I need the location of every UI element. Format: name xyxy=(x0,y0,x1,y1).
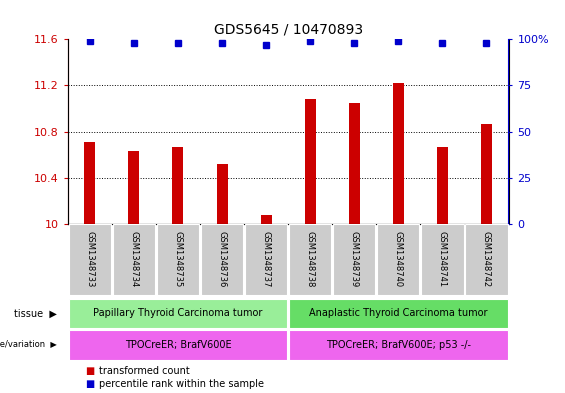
Text: GSM1348738: GSM1348738 xyxy=(306,231,315,288)
Text: GSM1348740: GSM1348740 xyxy=(394,231,403,287)
Text: TPOCreER; BrafV600E: TPOCreER; BrafV600E xyxy=(125,340,231,350)
Bar xyxy=(333,224,375,295)
Bar xyxy=(393,83,404,224)
Bar xyxy=(305,99,316,224)
Bar xyxy=(172,147,184,224)
Text: GSM1348737: GSM1348737 xyxy=(262,231,271,288)
Bar xyxy=(113,224,155,295)
Bar xyxy=(69,224,111,295)
Bar xyxy=(377,224,419,295)
Bar xyxy=(466,224,507,295)
Text: transformed count: transformed count xyxy=(99,366,190,376)
Text: GSM1348733: GSM1348733 xyxy=(85,231,94,288)
Text: GSM1348741: GSM1348741 xyxy=(438,231,447,287)
Text: ■: ■ xyxy=(85,366,94,376)
Text: TPOCreER; BrafV600E; p53 -/-: TPOCreER; BrafV600E; p53 -/- xyxy=(326,340,471,350)
Bar xyxy=(437,147,448,224)
Bar xyxy=(128,151,140,224)
Bar xyxy=(201,224,243,295)
Text: ■: ■ xyxy=(85,379,94,389)
Text: Papillary Thyroid Carcinoma tumor: Papillary Thyroid Carcinoma tumor xyxy=(93,309,263,318)
Text: GSM1348739: GSM1348739 xyxy=(350,231,359,288)
Bar xyxy=(216,164,228,224)
Bar xyxy=(157,224,199,295)
Bar xyxy=(69,330,287,360)
Bar xyxy=(481,123,492,224)
Text: GSM1348735: GSM1348735 xyxy=(173,231,182,288)
Text: Anaplastic Thyroid Carcinoma tumor: Anaplastic Thyroid Carcinoma tumor xyxy=(309,309,488,318)
Text: percentile rank within the sample: percentile rank within the sample xyxy=(99,379,264,389)
Bar xyxy=(421,224,463,295)
Bar xyxy=(349,103,360,224)
Bar xyxy=(84,142,95,224)
Bar xyxy=(69,299,287,328)
Text: GSM1348736: GSM1348736 xyxy=(218,231,227,288)
Bar xyxy=(245,224,287,295)
Text: GSM1348742: GSM1348742 xyxy=(482,231,491,287)
Bar xyxy=(289,224,331,295)
Bar xyxy=(289,330,507,360)
Title: GDS5645 / 10470893: GDS5645 / 10470893 xyxy=(214,23,363,37)
Text: tissue  ▶: tissue ▶ xyxy=(14,309,57,318)
Text: genotype/variation  ▶: genotype/variation ▶ xyxy=(0,340,56,349)
Bar xyxy=(289,299,507,328)
Bar xyxy=(260,215,272,224)
Text: GSM1348734: GSM1348734 xyxy=(129,231,138,288)
